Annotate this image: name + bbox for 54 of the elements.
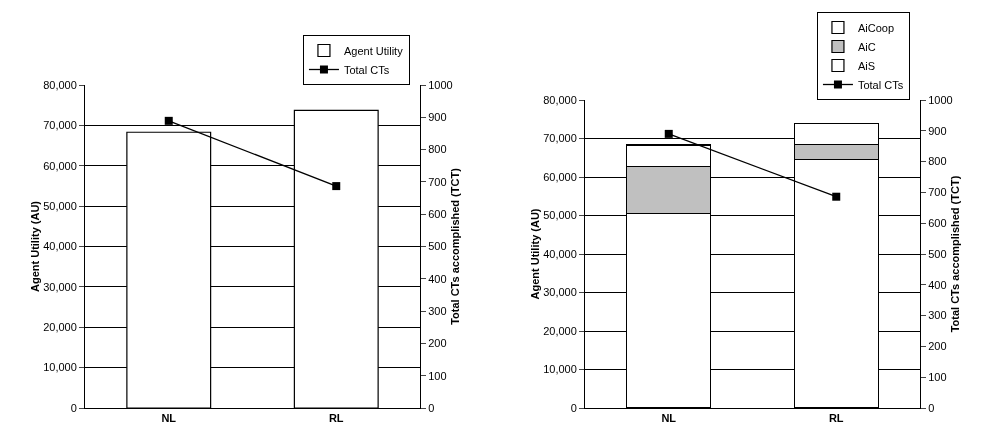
y-tick-label: 50,000	[543, 209, 577, 222]
y2-tick-label: 0	[928, 401, 935, 414]
y2-tick-label: 100	[428, 369, 447, 382]
y-tick-label: 10,000	[43, 361, 77, 374]
x-tick-label: RL	[828, 412, 844, 425]
x-tick-label: NL	[661, 412, 677, 425]
legend-label: AiCoop	[857, 21, 895, 34]
y2-tick-label: 300	[428, 304, 447, 317]
y2-tick-label: 700	[928, 186, 947, 199]
y2-tick-label: 300	[928, 309, 947, 322]
y2-tick-label: 200	[428, 337, 447, 350]
y2-tick-label: 400	[928, 278, 947, 291]
legend-label: Agent Utility	[343, 44, 404, 57]
x-tick-label: NL	[161, 412, 177, 425]
y2-tick-label: 600	[428, 208, 447, 221]
y2-tick-label: 800	[428, 143, 447, 156]
y2-tick-label: 800	[928, 155, 947, 168]
y2-tick-label: 0	[428, 401, 435, 414]
y2-axis-title: Total CTs accomplished (TCT)	[948, 175, 961, 333]
legend-label: Total CTs	[857, 78, 904, 91]
y2-tick-label: 900	[928, 124, 947, 137]
legend-label: Total CTs	[343, 63, 390, 76]
y2-tick-label: 600	[928, 217, 947, 230]
y-tick-label: 10,000	[543, 363, 577, 376]
y-tick-label: 80,000	[543, 93, 577, 106]
y2-tick-label: 500	[428, 240, 447, 253]
y-axis-title: Agent Utility (AU)	[529, 208, 542, 300]
y-tick-label: 0	[570, 401, 577, 414]
legend-label: AiC	[857, 40, 876, 53]
y2-tick-label: 100	[928, 371, 947, 384]
y-tick-label: 80,000	[43, 78, 77, 91]
y2-tick-label: 400	[428, 272, 447, 285]
y2-tick-label: 1000	[928, 93, 953, 106]
y-tick-label: 0	[70, 401, 77, 414]
y-tick-label: 30,000	[543, 286, 577, 299]
y2-tick-label: 200	[928, 340, 947, 353]
x-tick-label: RL	[328, 412, 344, 425]
y2-tick-label: 1000	[428, 78, 453, 91]
y2-tick-label: 900	[428, 111, 447, 124]
y-tick-label: 70,000	[43, 119, 77, 132]
y2-tick-label: 500	[928, 247, 947, 260]
y-tick-label: 20,000	[543, 324, 577, 337]
legend-label: AiS	[857, 59, 876, 72]
y2-tick-label: 700	[428, 175, 447, 188]
y-tick-label: 60,000	[543, 170, 577, 183]
y-tick-label: 40,000	[43, 240, 77, 253]
y-axis-title: Agent Utility (AU)	[29, 200, 42, 293]
y-tick-label: 40,000	[543, 247, 577, 260]
y-tick-label: 70,000	[543, 132, 577, 145]
y-tick-label: 50,000	[43, 199, 77, 212]
y-tick-label: 60,000	[43, 159, 77, 172]
y-tick-label: 20,000	[43, 321, 77, 334]
y2-axis-title: Total CTs accomplished (TCT)	[448, 167, 461, 325]
y-tick-label: 30,000	[43, 280, 77, 293]
